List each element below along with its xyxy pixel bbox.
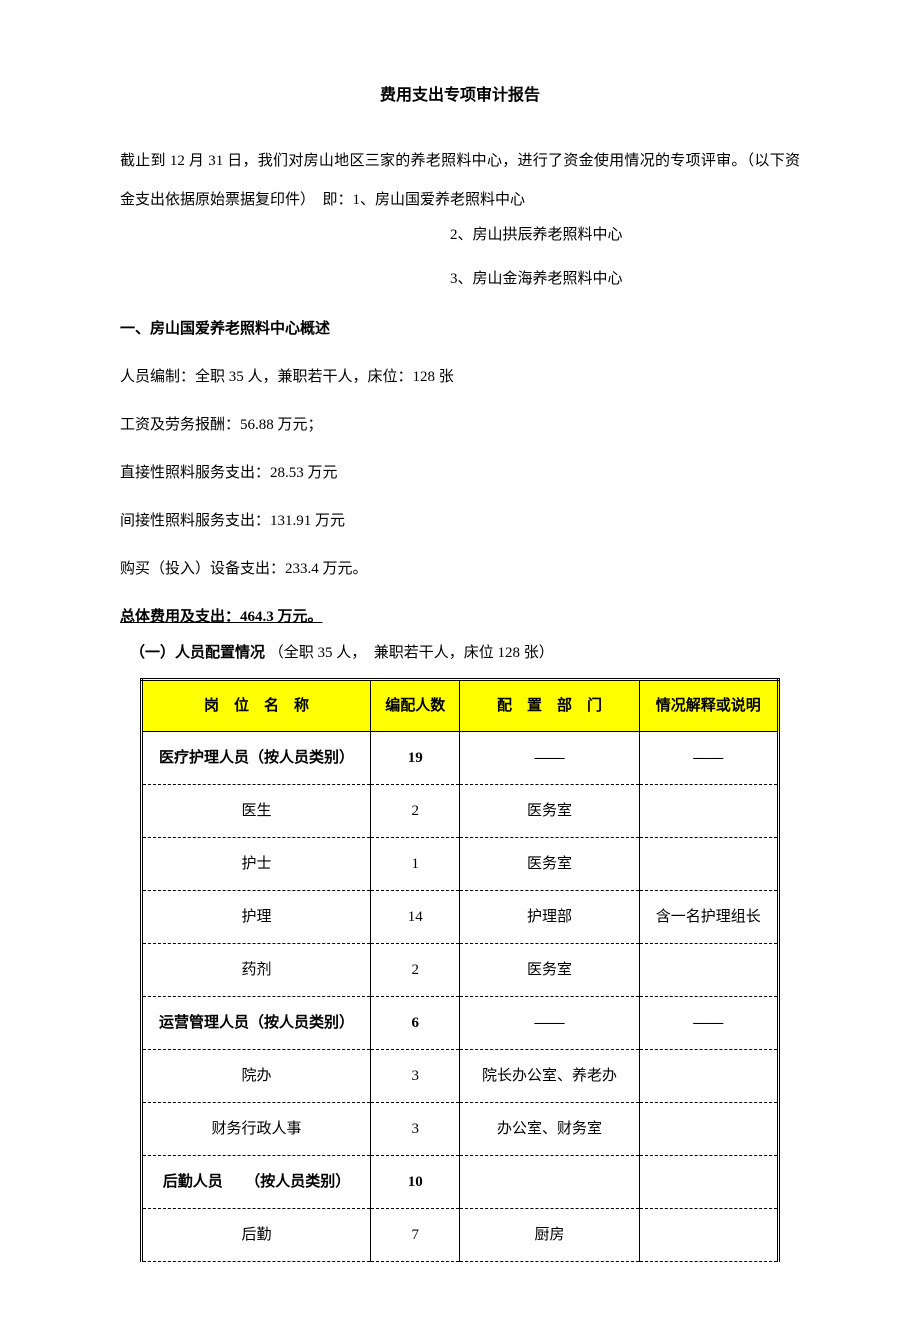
table-cell-count: 6	[370, 997, 460, 1050]
table-row: 院办3院长办公室、养老办	[142, 1050, 779, 1103]
table-cell-note	[639, 1050, 778, 1103]
table-cell-count: 14	[370, 891, 460, 944]
table-cell-count: 7	[370, 1209, 460, 1262]
table-row: 财务行政人事3办公室、财务室	[142, 1103, 779, 1156]
table-header-row: 岗 位 名 称 编配人数 配 置 部 门 情况解释或说明	[142, 680, 779, 732]
table-row: 后勤7厨房	[142, 1209, 779, 1262]
table-cell-note	[639, 785, 778, 838]
table-cell-note: ——	[639, 732, 778, 785]
equipment-expense-line: 购买（投入）设备支出：233.4 万元。	[120, 554, 800, 584]
col-header-note: 情况解释或说明	[639, 680, 778, 732]
table-cell-note	[639, 1156, 778, 1209]
table-cell-note: 含一名护理组长	[639, 891, 778, 944]
table-row: 后勤人员 （按人员类别）10	[142, 1156, 779, 1209]
total-expense-line: 总体费用及支出：464.3 万元。	[120, 602, 800, 632]
table-cell-note	[639, 944, 778, 997]
table-cell-count: 3	[370, 1050, 460, 1103]
table-cell-note	[639, 1209, 778, 1262]
intro-paragraph: 截止到 12 月 31 日，我们对房山地区三家的养老照料中心，进行了资金使用情况…	[120, 142, 800, 220]
table-cell-count: 10	[370, 1156, 460, 1209]
staff-line: 人员编制：全职 35 人，兼职若干人，床位：128 张	[120, 362, 800, 392]
table-row: 药剂2医务室	[142, 944, 779, 997]
table-cell-dept: ——	[460, 732, 639, 785]
table-row: 护理14护理部含一名护理组长	[142, 891, 779, 944]
table-cell-position: 医疗护理人员（按人员类别）	[142, 732, 371, 785]
table-cell-count: 1	[370, 838, 460, 891]
table-cell-note: ——	[639, 997, 778, 1050]
table-cell-position: 院办	[142, 1050, 371, 1103]
table-cell-position: 护士	[142, 838, 371, 891]
direct-expense-line: 直接性照料服务支出：28.53 万元	[120, 458, 800, 488]
indirect-expense-line: 间接性照料服务支出：131.91 万元	[120, 506, 800, 536]
table-cell-dept: 院长办公室、养老办	[460, 1050, 639, 1103]
table-row: 医生2医务室	[142, 785, 779, 838]
col-header-count: 编配人数	[370, 680, 460, 732]
subsection-1-1: （一）人员配置情况 （全职 35 人， 兼职若干人，床位 128 张）	[120, 638, 800, 668]
table-cell-count: 3	[370, 1103, 460, 1156]
table-cell-position: 运营管理人员（按人员类别）	[142, 997, 371, 1050]
table-cell-dept	[460, 1156, 639, 1209]
table-cell-position: 后勤人员 （按人员类别）	[142, 1156, 371, 1209]
center-item-2: 2、房山拱辰养老照料中心	[120, 220, 800, 250]
table-cell-count: 2	[370, 944, 460, 997]
table-cell-position: 医生	[142, 785, 371, 838]
table-cell-note	[639, 1103, 778, 1156]
table-row: 医疗护理人员（按人员类别）19————	[142, 732, 779, 785]
table-cell-position: 财务行政人事	[142, 1103, 371, 1156]
table-cell-dept: ——	[460, 997, 639, 1050]
col-header-dept: 配 置 部 门	[460, 680, 639, 732]
col-header-position: 岗 位 名 称	[142, 680, 371, 732]
table-cell-position: 护理	[142, 891, 371, 944]
table-row: 运营管理人员（按人员类别）6————	[142, 997, 779, 1050]
table-cell-dept: 办公室、财务室	[460, 1103, 639, 1156]
table-row: 护士1医务室	[142, 838, 779, 891]
salary-line: 工资及劳务报酬：56.88 万元；	[120, 410, 800, 440]
table-cell-dept: 医务室	[460, 944, 639, 997]
table-body: 医疗护理人员（按人员类别）19————医生2医务室护士1医务室护理14护理部含一…	[142, 732, 779, 1262]
table-cell-dept: 医务室	[460, 785, 639, 838]
table-cell-count: 19	[370, 732, 460, 785]
table-cell-count: 2	[370, 785, 460, 838]
subsection-lead: （一）人员配置情况	[130, 645, 265, 661]
table-cell-note	[639, 838, 778, 891]
table-cell-position: 后勤	[142, 1209, 371, 1262]
center-item-3: 3、房山金海养老照料中心	[120, 264, 800, 294]
subsection-tail: （全职 35 人， 兼职若干人，床位 128 张）	[269, 645, 554, 661]
report-title: 费用支出专项审计报告	[120, 80, 800, 112]
table-cell-dept: 护理部	[460, 891, 639, 944]
table-cell-position: 药剂	[142, 944, 371, 997]
staffing-table: 岗 位 名 称 编配人数 配 置 部 门 情况解释或说明 医疗护理人员（按人员类…	[140, 678, 780, 1262]
table-cell-dept: 厨房	[460, 1209, 639, 1262]
table-cell-dept: 医务室	[460, 838, 639, 891]
section-1-heading: 一、房山国爱养老照料中心概述	[120, 314, 800, 344]
